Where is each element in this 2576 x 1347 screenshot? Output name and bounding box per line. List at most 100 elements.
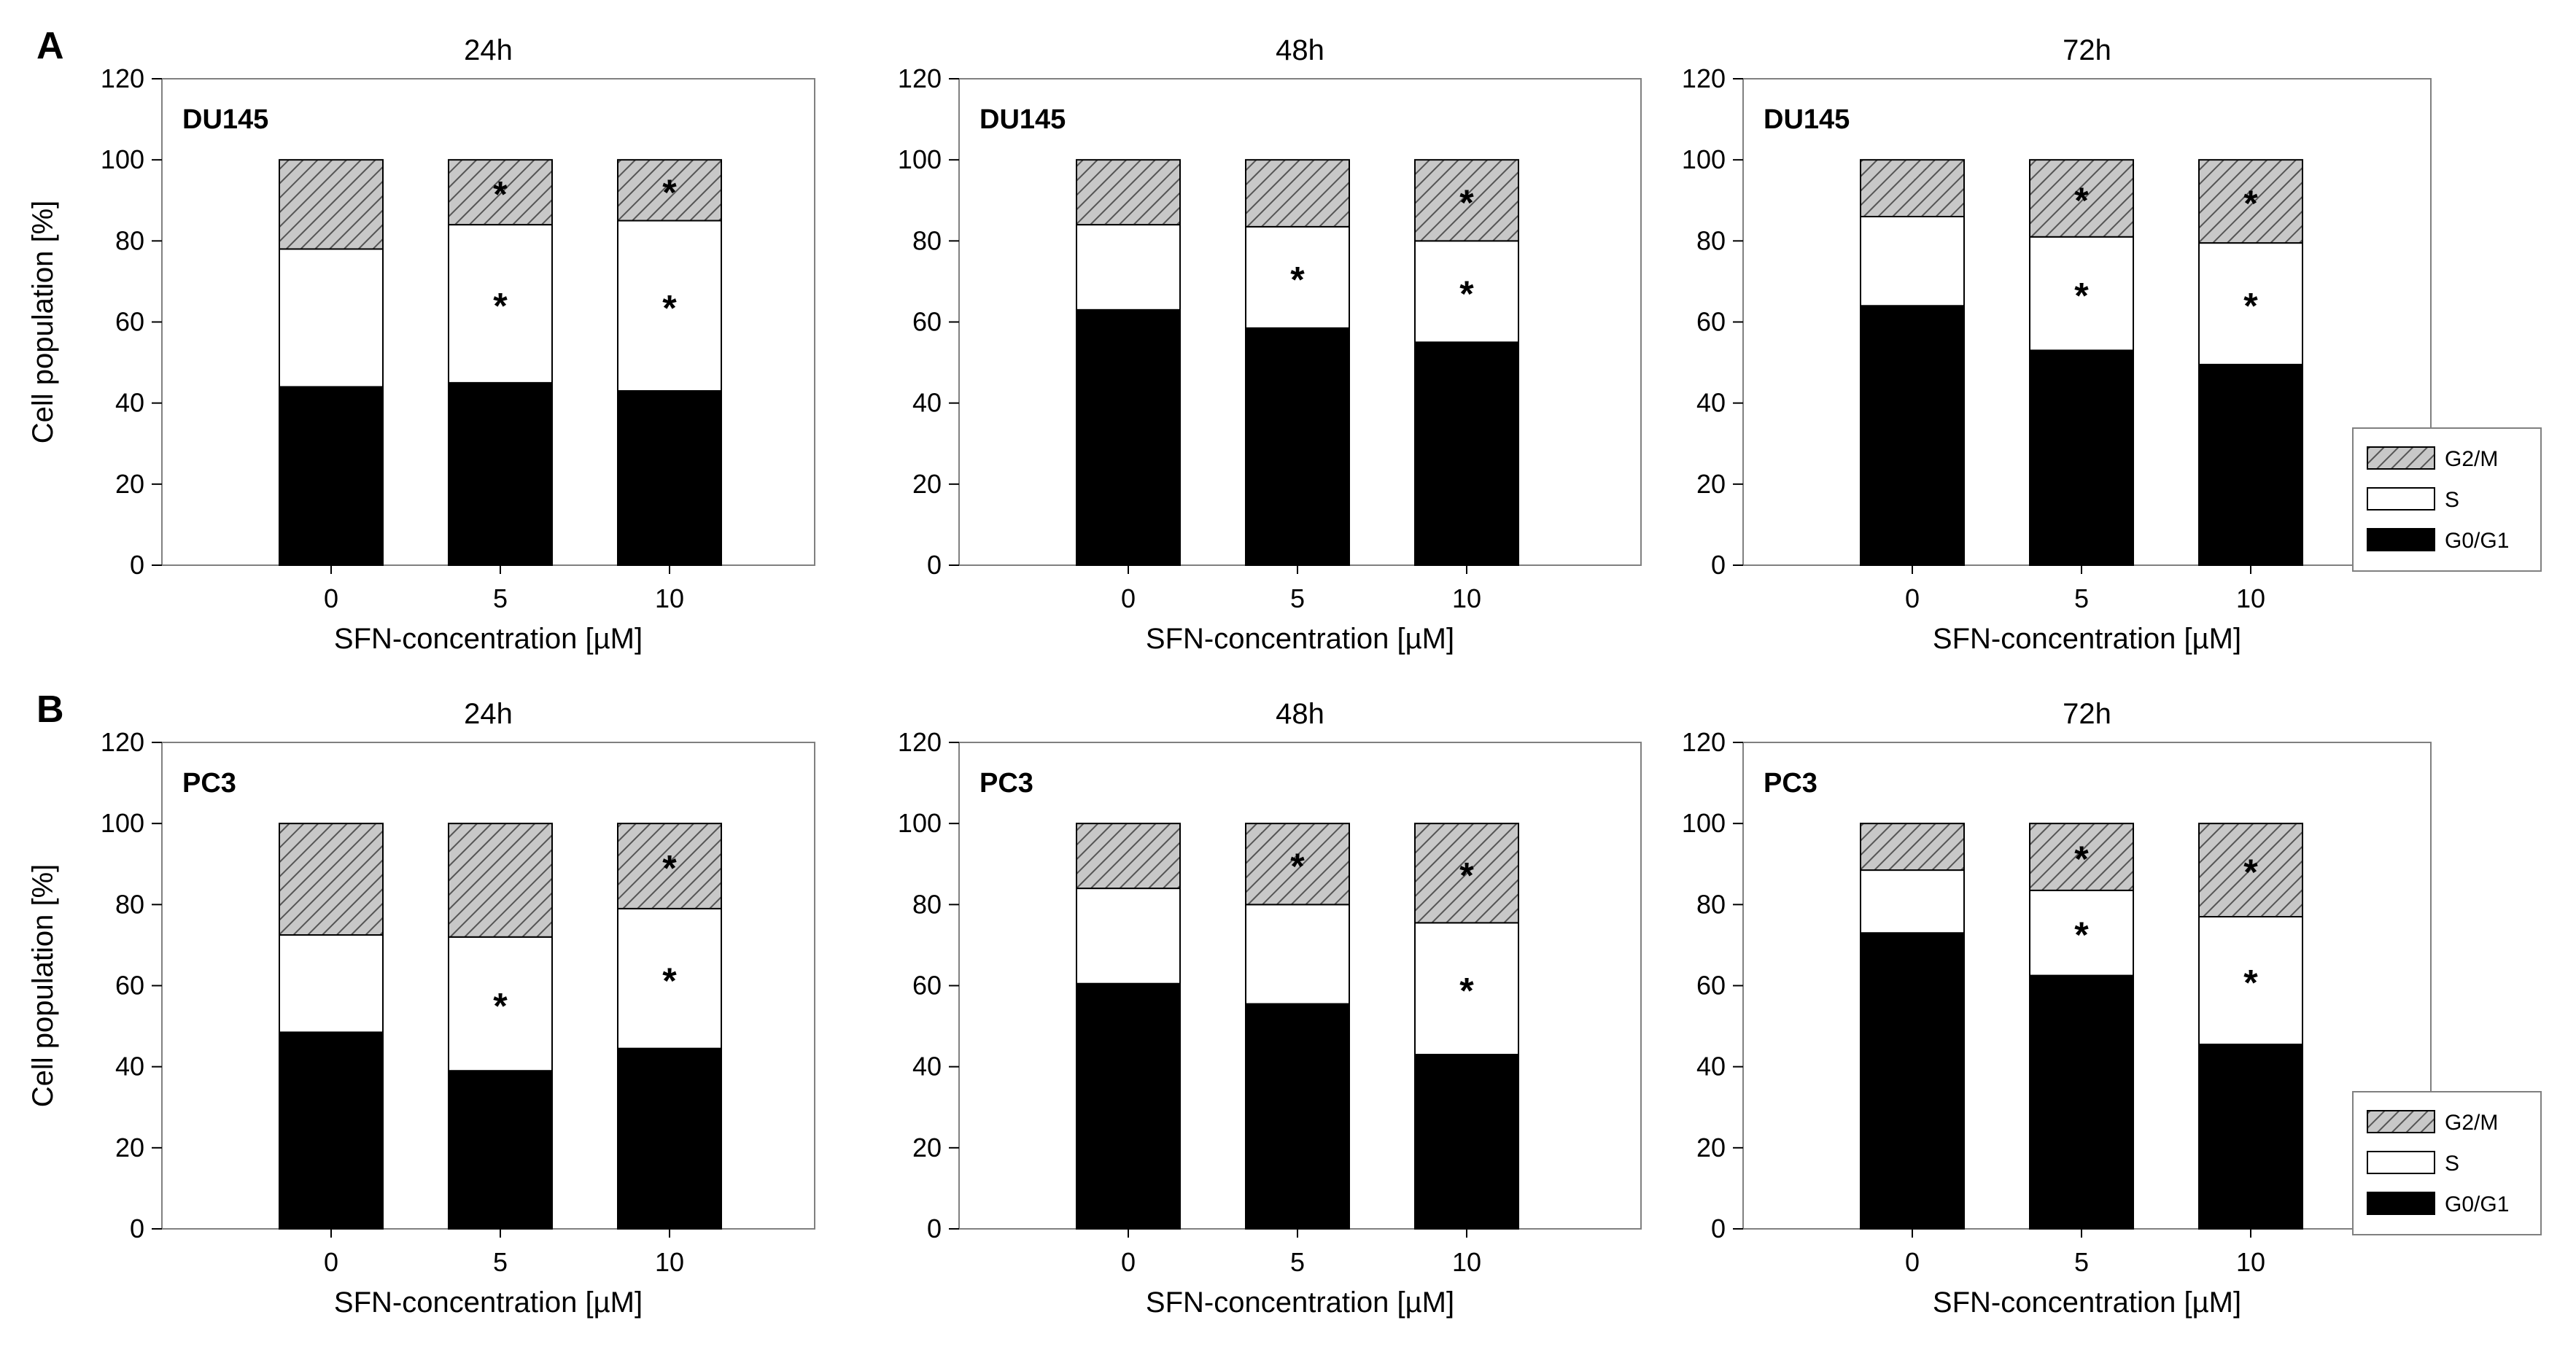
panel-title: 48h [1276,34,1324,66]
bar-segment-g2-m [1245,159,1350,228]
legend-label: S [2445,488,2459,512]
bar-segment-s [279,934,384,1033]
significance-star: * [2074,915,2089,955]
x-tick-label: 10 [2236,583,2265,613]
x-tick-label: 5 [493,583,508,613]
cell-line-label: DU145 [182,104,268,135]
x-tick-label: 5 [493,1247,508,1277]
significance-star: * [2074,839,2089,880]
bar-segment-s [1076,888,1181,985]
y-tick-label: 0 [130,1214,144,1243]
x-tick-label: 10 [1452,583,1481,613]
legend-label: G0/G1 [2445,529,2509,553]
significance-star: * [493,986,508,1027]
x-tick-label: 0 [1121,583,1136,613]
y-tick-label: 40 [1696,388,1726,418]
bar-segment-s [1414,922,1519,1055]
panel-b-72h: 72h PC3 0 20 40 60 80 100 120 0 * * * 5 * * * 10 SFN-conce… [1682,698,2432,1319]
significance-star: * [2243,1119,2258,1160]
y-tick-label: 40 [912,388,942,418]
bar-segment-g0-g1 [617,1047,722,1230]
x-tick-label: 0 [324,583,338,613]
bar-segment-s [1860,215,1965,307]
y-tick-label: 80 [1696,225,1726,255]
y-tick-label: 0 [1711,550,1726,580]
legend-a: G2/M S G0/G1 [2352,427,2542,572]
x-tick-label: 5 [2074,1247,2089,1277]
significance-star: * [1459,435,1474,476]
y-tick-label: 20 [115,469,144,499]
significance-star: * [662,172,677,213]
legend-label: S [2445,1152,2459,1176]
y-tick-label: 20 [1696,469,1726,499]
x-tick-label: 0 [324,1247,338,1277]
panel-title: 72h [2063,34,2111,66]
legend-swatch-s [2367,1151,2435,1174]
bar-segment-s [617,907,722,1049]
bar-segment-g2-m [448,823,553,938]
y-tick-label: 20 [912,469,942,499]
cell-line-label: PC3 [182,768,236,799]
significance-star: * [1290,259,1305,300]
bar-segment-g0-g1 [1076,982,1181,1230]
significance-star: * [1459,182,1474,223]
y-axis-title: Cell population [%] [27,201,59,444]
bar-segment-g0-g1 [1076,308,1181,566]
cell-line-label: DU145 [1764,104,1850,135]
y-tick-label: 80 [1696,889,1726,919]
y-tick-label: 0 [927,550,942,580]
significance-star: * [493,285,508,326]
bar-segment-s [279,248,384,388]
y-tick-label: 120 [101,63,144,93]
legend-label: G2/M [2445,1111,2498,1135]
y-tick-label: 20 [912,1133,942,1162]
y-tick-label: 60 [115,971,144,1001]
y-tick-label: 0 [1711,1214,1726,1243]
cell-line-label: PC3 [979,768,1033,799]
bar-segment-g2-m [1860,823,1965,872]
y-tick-label: 80 [115,889,144,919]
y-tick-label: 100 [898,808,942,838]
bar-segment-g2-m [2029,159,2134,238]
bar-segment-g2-m [617,823,722,909]
bar-segment-s [1860,869,1965,934]
significance-star: * [2074,276,2089,317]
y-tick-label: 20 [1696,1133,1726,1162]
x-tick-label: 10 [2236,1247,2265,1277]
y-tick-label: 60 [1696,307,1726,337]
bar-segment-g0-g1 [279,386,384,567]
significance-star: * [2074,440,2089,481]
y-tick-label: 20 [115,1133,144,1162]
significance-star: * [2243,285,2258,326]
y-tick-label: 60 [912,307,942,337]
bar-segment-g0-g1 [279,1031,384,1230]
x-tick-label: 0 [1905,583,1920,613]
bar-segment-s [1245,904,1350,1005]
x-tick-label: 10 [655,1247,684,1277]
bar-segment-s [2029,236,2134,352]
y-tick-label: 60 [912,971,942,1001]
significance-star: * [1290,846,1305,887]
y-tick-label: 120 [898,727,942,757]
y-tick-label: 40 [115,1052,144,1082]
x-axis-title: SFN-concentration [µM] [1146,1286,1454,1319]
significance-star: * [2243,183,2258,224]
significance-star: * [1459,971,1474,1012]
significance-star: * [1290,1098,1305,1139]
bar-segment-s [2198,242,2303,365]
significance-star: * [2243,963,2258,1004]
significance-star: * [1459,1123,1474,1164]
y-tick-label: 60 [1696,971,1726,1001]
bar-segment-g2-m [1245,823,1350,906]
legend-swatch-g0-g1 [2367,1192,2435,1215]
bar-segment-g0-g1 [1860,305,1965,566]
panel-title: 72h [2063,698,2111,730]
bar-segment-s [1414,240,1519,343]
y-axis-title: Cell population [%] [27,864,59,1108]
x-axis-title: SFN-concentration [µM] [1933,1286,2241,1319]
x-axis-title: SFN-concentration [µM] [334,623,643,655]
y-tick-label: 120 [1682,727,1726,757]
bar-segment-g0-g1 [1860,932,1965,1230]
significance-star: * [1290,428,1305,469]
